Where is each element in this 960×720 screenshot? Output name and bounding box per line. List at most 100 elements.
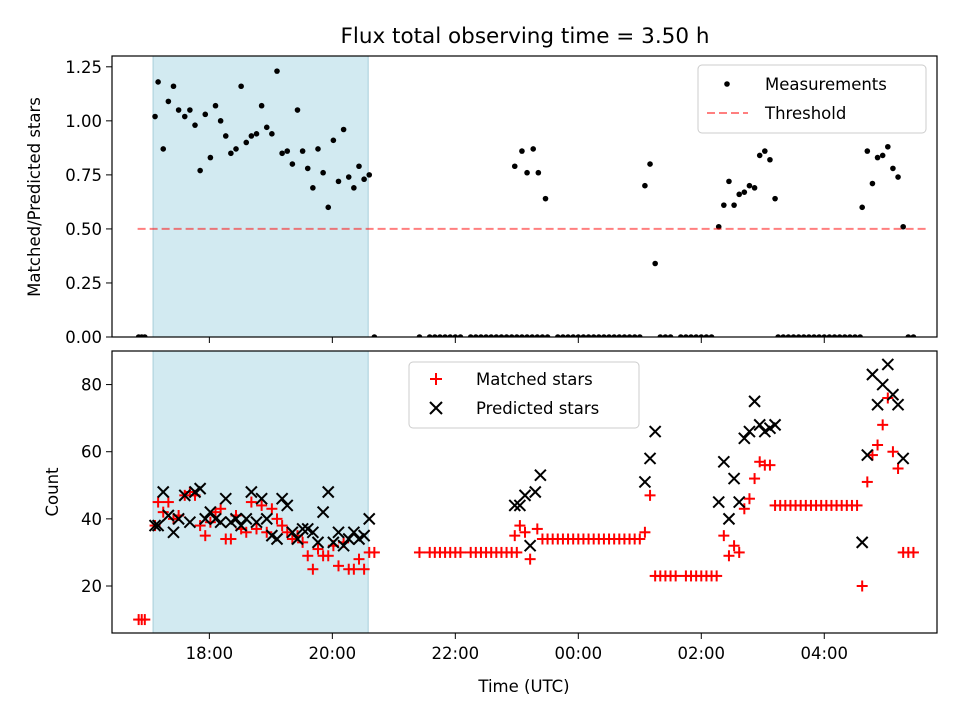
matched-stars-point bbox=[245, 496, 257, 508]
matched-stars-point bbox=[348, 563, 360, 575]
top-y-axis-label: Matched/Predicted stars bbox=[25, 97, 44, 297]
measurement-point bbox=[780, 334, 787, 337]
bottom-x-axis-label: Time (UTC) bbox=[477, 677, 569, 696]
measurement-point bbox=[703, 334, 710, 337]
top-y-ticks: 0.00 0.25 0.50 0.75 1.00 1.25 bbox=[65, 58, 112, 347]
measurement-point bbox=[217, 118, 224, 124]
matched-stars-point bbox=[225, 533, 237, 545]
measurement-point bbox=[165, 98, 172, 105]
predicted-stars-point bbox=[286, 526, 299, 539]
measurement-point bbox=[647, 161, 653, 167]
measurement-point bbox=[596, 334, 602, 337]
measurement-point bbox=[253, 131, 260, 137]
bottom-x-tick-label: 22:00 bbox=[432, 644, 480, 663]
matched-stars-point bbox=[733, 546, 745, 558]
predicted-stars-point bbox=[896, 452, 910, 465]
measurement-point bbox=[836, 334, 843, 337]
measurement-point bbox=[175, 107, 182, 113]
measurement-point bbox=[775, 334, 781, 337]
measurement-point bbox=[708, 334, 715, 337]
measurement-point bbox=[535, 169, 542, 176]
predicted-stars-point bbox=[250, 516, 263, 529]
bottom-legend-predicted-label: Predicted stars bbox=[476, 399, 599, 418]
matched-stars-point bbox=[892, 463, 904, 474]
predicted-stars-point bbox=[157, 485, 170, 499]
measurement-point bbox=[345, 174, 352, 180]
bottom-legend-predicted-marker bbox=[429, 401, 443, 415]
bottom-x-ticks: 18:00 20:00 22:00 00:00 02:00 04:00 bbox=[186, 633, 848, 663]
measurement-point bbox=[279, 150, 285, 157]
top-x-ticks bbox=[208, 337, 825, 343]
top-legend-box bbox=[697, 64, 927, 134]
measurement-point bbox=[859, 204, 865, 211]
measurement-point bbox=[879, 152, 886, 159]
measurement-point bbox=[616, 334, 623, 337]
matched-stars-point bbox=[866, 449, 878, 461]
measurement-point bbox=[152, 113, 158, 120]
matched-stars-point bbox=[302, 550, 314, 562]
measurement-point bbox=[457, 334, 464, 337]
top-y-tick-label: 0.25 bbox=[65, 274, 102, 293]
predicted-stars-point bbox=[508, 499, 521, 512]
measurement-point bbox=[606, 334, 612, 337]
measurement-point bbox=[356, 163, 362, 170]
measurement-point bbox=[141, 334, 148, 337]
predicted-stars-point bbox=[296, 522, 309, 536]
matched-stars-point bbox=[194, 520, 206, 532]
top-legend: Measurements Threshold bbox=[697, 64, 927, 134]
measurement-point bbox=[467, 334, 474, 337]
bottom-y-tick-label: 60 bbox=[81, 443, 102, 462]
top-series-measurements bbox=[135, 68, 917, 337]
matched-stars-point bbox=[358, 563, 370, 575]
predicted-stars-point bbox=[876, 378, 889, 391]
measurement-point bbox=[590, 334, 597, 337]
predicted-stars-point bbox=[768, 418, 782, 432]
matched-stars-point bbox=[322, 550, 334, 562]
measurement-point bbox=[800, 334, 807, 337]
matched-stars-point bbox=[307, 563, 319, 575]
bottom-series-predicted-stars bbox=[148, 358, 910, 552]
measurement-point bbox=[852, 334, 858, 337]
predicted-stars-point bbox=[722, 512, 736, 526]
measurement-point bbox=[570, 334, 576, 337]
matched-stars-point bbox=[251, 523, 263, 535]
measurement-point bbox=[642, 182, 648, 189]
bottom-x-tick-label: 00:00 bbox=[555, 644, 603, 663]
predicted-stars-point bbox=[518, 489, 532, 502]
measurement-point bbox=[243, 139, 250, 146]
matched-stars-point bbox=[509, 530, 521, 542]
predicted-stars-point bbox=[753, 418, 766, 432]
measurement-point bbox=[555, 334, 561, 337]
matched-stars-point bbox=[749, 473, 761, 485]
predicted-stars-point bbox=[229, 512, 243, 526]
predicted-stars-point bbox=[322, 485, 335, 499]
measurement-point bbox=[890, 165, 896, 172]
measurement-point bbox=[197, 167, 203, 174]
matched-stars-point bbox=[152, 496, 164, 508]
measurement-point bbox=[493, 334, 500, 337]
bottom-y-ticks: 20 40 60 80 bbox=[81, 376, 112, 596]
measurement-point bbox=[726, 178, 732, 185]
measurement-point bbox=[785, 334, 792, 337]
measurement-point bbox=[519, 148, 525, 154]
top-legend-measurements-label: Measurements bbox=[765, 75, 887, 94]
measurement-point bbox=[514, 334, 520, 337]
measurement-point bbox=[905, 334, 912, 337]
measurement-point bbox=[751, 185, 758, 191]
matched-stars-point bbox=[199, 530, 211, 542]
bottom-y-tick-label: 80 bbox=[81, 376, 102, 395]
matched-stars-point bbox=[907, 546, 919, 558]
bottom-x-tick-label: 18:00 bbox=[186, 644, 234, 663]
predicted-stars-point bbox=[861, 448, 874, 462]
matched-stars-point bbox=[139, 614, 151, 626]
top-shaded-interval bbox=[152, 55, 369, 338]
measurement-point bbox=[529, 334, 535, 337]
matched-stars-point bbox=[261, 526, 273, 538]
measurement-point bbox=[371, 334, 378, 337]
predicted-stars-point bbox=[342, 532, 355, 546]
measurement-point bbox=[289, 161, 296, 167]
measurement-point bbox=[155, 79, 161, 85]
bottom-y-tick-label: 20 bbox=[81, 577, 102, 596]
measurement-point bbox=[636, 334, 643, 337]
measurement-point bbox=[269, 131, 275, 137]
